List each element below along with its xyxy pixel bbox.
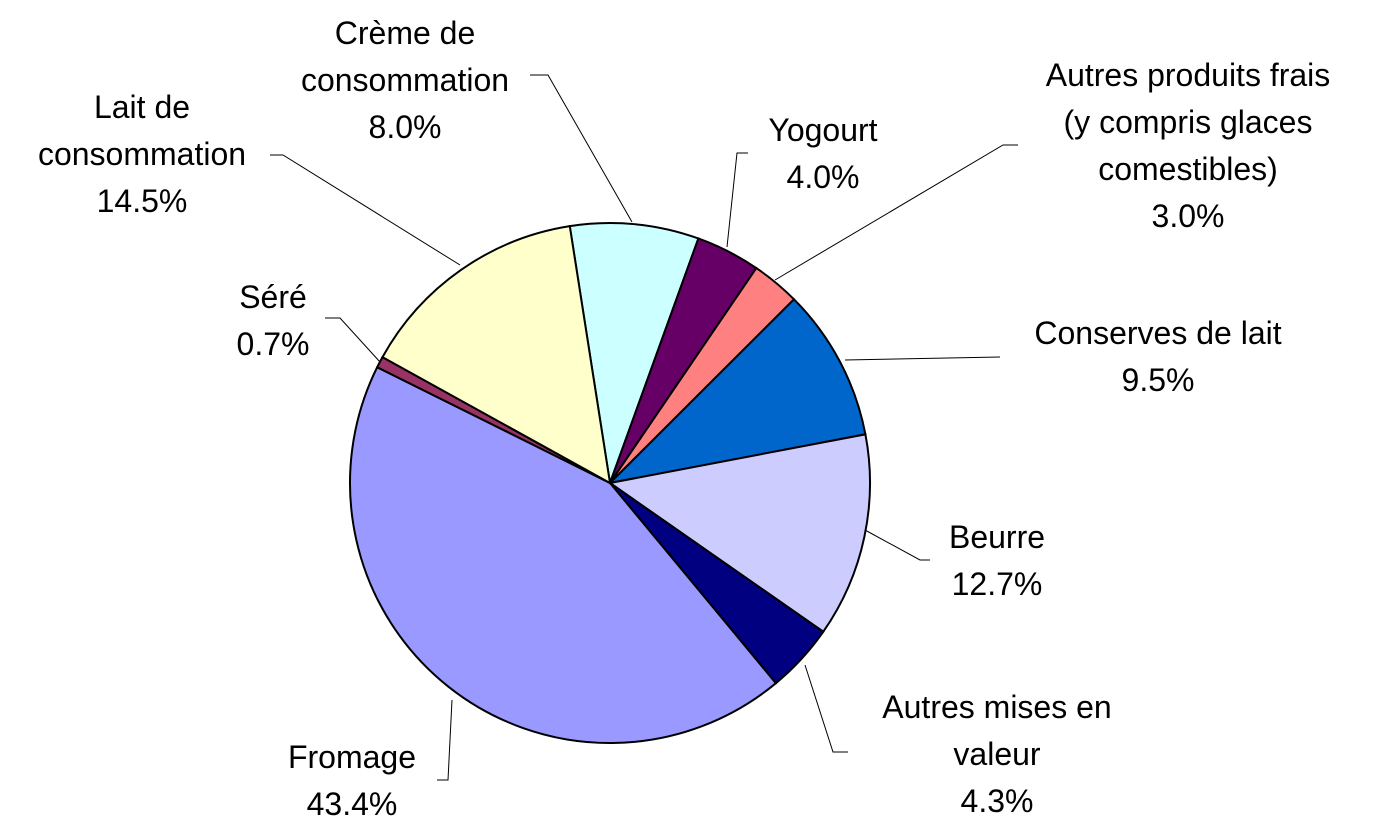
- slice-label: Lait de consommation 14.5%: [0, 84, 362, 225]
- value-label: 12.7%: [951, 566, 1043, 602]
- value-label: 43.4%: [306, 786, 398, 820]
- category-label: Fromage: [287, 739, 417, 775]
- pie-slice: [381, 224, 612, 485]
- category-label: Autres mises en valeur: [882, 689, 1112, 772]
- value-label: 4.3%: [960, 783, 1034, 819]
- leader-line: [325, 317, 381, 363]
- pie-slice: [349, 365, 778, 744]
- slice-label: Conserves de lait 9.5%: [938, 310, 1378, 404]
- leader-line: [844, 356, 1001, 361]
- value-label: 4.0%: [786, 159, 860, 195]
- category-label: Séré: [239, 279, 307, 315]
- leader-line: [726, 152, 748, 248]
- leader-line: [530, 74, 633, 223]
- value-label: 9.5%: [1121, 362, 1195, 398]
- pie-slice: [568, 222, 700, 484]
- slice-label: Yogourt 4.0%: [603, 107, 1043, 201]
- category-label: Lait de consommation: [37, 89, 247, 172]
- category-label: Crème de consommation: [300, 15, 510, 98]
- leader-line: [804, 664, 848, 753]
- slice-label: Crème de consommation 8.0%: [185, 10, 625, 151]
- category-label: Yogourt: [768, 112, 878, 148]
- value-label: 0.7%: [236, 326, 310, 362]
- value-label: 8.0%: [368, 109, 442, 145]
- pie-slice: [607, 433, 871, 634]
- slice-label: Autres mises en valeur 4.3%: [777, 684, 1217, 820]
- category-label: Conserves de lait: [1034, 315, 1282, 351]
- leader-line: [774, 144, 1018, 281]
- category-label: Autres produits frais (y compris glaces …: [1045, 57, 1331, 187]
- pie-slice: [606, 297, 867, 485]
- value-label: 3.0%: [1151, 198, 1225, 234]
- slice-label: Fromage 43.4%: [132, 734, 572, 820]
- leader-line: [270, 154, 461, 266]
- category-label: Beurre: [948, 519, 1046, 555]
- value-label: 14.5%: [96, 183, 188, 219]
- leader-line: [437, 699, 453, 781]
- slice-label: Beurre 12.7%: [777, 514, 1217, 608]
- slice-label: Séré 0.7%: [53, 274, 493, 368]
- leader-line: [864, 529, 930, 561]
- slice-label: Autres produits frais (y compris glaces …: [968, 52, 1379, 240]
